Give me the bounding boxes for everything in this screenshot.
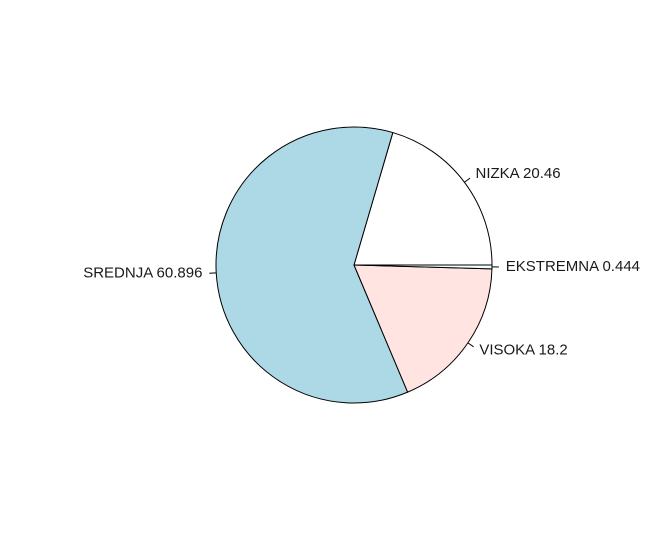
pie-slice-visoka xyxy=(353,264,493,393)
pie-label-srednja: SREDNJA 60.896 xyxy=(83,265,202,282)
pie-leader-lines xyxy=(209,177,499,348)
pie-label-ekstremna: EKSTREMNA 0.444 xyxy=(506,258,640,275)
pie-slices xyxy=(215,126,493,404)
pie-label-visoka: VISOKA 18.2 xyxy=(479,342,567,359)
pie-leader-visoka xyxy=(467,342,474,348)
pie-slice-ekstremna xyxy=(353,264,493,270)
pie-slice-nizka xyxy=(353,132,493,266)
pie-labels: NIZKA 20.46 SREDNJA 60.896 VISOKA 18.2 EKST… xyxy=(83,165,640,359)
pie-label-nizka: NIZKA 20.46 xyxy=(476,165,561,182)
pie-leader-nizka xyxy=(464,177,471,183)
